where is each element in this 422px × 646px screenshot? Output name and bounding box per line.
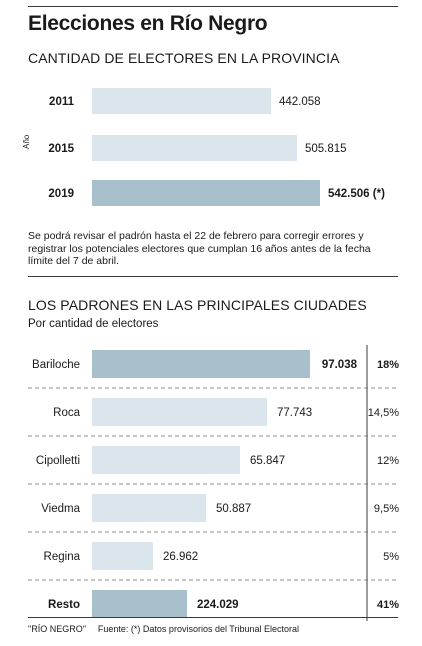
category-label: Viedma — [41, 503, 80, 515]
footer-source: Fuente: (*) Datos provisorios del Tribun… — [97, 624, 299, 634]
category-label: Regina — [44, 551, 81, 563]
category-label: Bariloche — [32, 359, 80, 371]
percentage-label: 9,5% — [374, 503, 399, 515]
chart1-title: CANTIDAD DE ELECTORES EN LA PROVINCIA — [28, 50, 340, 66]
bar — [92, 590, 187, 618]
value-label: 65.847 — [250, 455, 285, 467]
category-label: Resto — [48, 599, 80, 611]
value-label: 26.962 — [163, 551, 198, 563]
top-rule — [28, 6, 398, 7]
footer: "RÍO NEGRO" Fuente: (*) Datos provisorios… — [28, 624, 299, 634]
page-title: Elecciones en Río Negro — [28, 12, 268, 35]
bar — [92, 494, 206, 522]
percentage-label: 18% — [377, 359, 399, 371]
value-label: 224.029 — [197, 599, 239, 611]
percentage-label: 12% — [377, 455, 399, 467]
value-label: 77.743 — [277, 407, 312, 419]
value-label: 97.038 — [322, 359, 358, 371]
bar — [92, 446, 240, 474]
category-label: Roca — [53, 407, 80, 419]
bar — [92, 350, 310, 378]
chart2-title: LOS PADRONES EN LAS PRINCIPALES CIUDADES — [28, 297, 367, 313]
bar — [92, 542, 153, 570]
value-label: 542.506 (*) — [328, 188, 385, 200]
note-text: Se podrá revisar el padrón hasta el 22 d… — [28, 230, 371, 267]
section-divider — [28, 276, 398, 277]
bar — [92, 135, 297, 161]
value-label: 505.815 — [305, 143, 347, 155]
bar — [92, 180, 320, 206]
category-label: 2015 — [48, 143, 74, 155]
percentage-label: 41% — [377, 599, 399, 611]
bar — [92, 398, 267, 426]
bar — [92, 88, 271, 114]
footer-credit: "RÍO NEGRO" — [28, 624, 86, 634]
percentage-label: 14,5% — [368, 407, 399, 419]
chart2-subtitle: Por cantidad de electores — [28, 318, 159, 330]
percentage-label: 5% — [383, 551, 399, 563]
footer-rule — [28, 617, 398, 618]
category-label: Cipolletti — [36, 455, 80, 467]
category-label: 2019 — [48, 188, 74, 200]
category-label: 2011 — [49, 96, 75, 108]
value-label: 50.887 — [216, 503, 251, 515]
value-label: 442.058 — [279, 96, 321, 108]
